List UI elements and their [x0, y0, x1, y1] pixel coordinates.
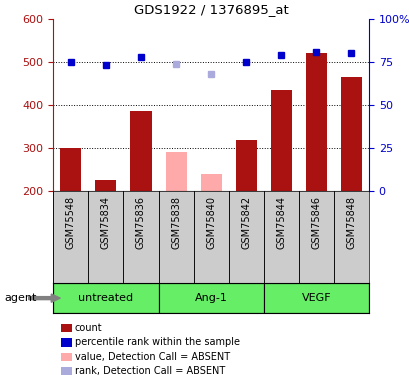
Bar	[95, 180, 116, 191]
Bar	[165, 152, 186, 191]
Text: GSM75846: GSM75846	[310, 196, 321, 249]
Text: value, Detection Call = ABSENT: value, Detection Call = ABSENT	[74, 352, 229, 362]
Text: VEGF: VEGF	[301, 293, 330, 303]
Bar	[270, 90, 291, 191]
Bar	[130, 111, 151, 191]
Text: GSM75548: GSM75548	[66, 196, 76, 249]
Bar	[340, 77, 361, 191]
Text: percentile rank within the sample: percentile rank within the sample	[74, 338, 239, 347]
Text: GSM75842: GSM75842	[240, 196, 251, 249]
Text: agent: agent	[4, 293, 36, 303]
Text: rank, Detection Call = ABSENT: rank, Detection Call = ABSENT	[74, 366, 224, 375]
Bar	[60, 148, 81, 191]
Text: GSM75834: GSM75834	[101, 196, 111, 249]
Bar	[263, 283, 368, 313]
Text: GSM75840: GSM75840	[206, 196, 216, 249]
Text: untreated: untreated	[78, 293, 133, 303]
Bar	[200, 174, 221, 191]
Text: GSM75848: GSM75848	[346, 196, 355, 249]
Bar	[53, 283, 158, 313]
Text: GSM75838: GSM75838	[171, 196, 181, 249]
Bar	[158, 283, 263, 313]
Text: Ang-1: Ang-1	[194, 293, 227, 303]
Text: GSM75844: GSM75844	[276, 196, 285, 249]
Bar	[305, 53, 326, 191]
Text: GSM75836: GSM75836	[136, 196, 146, 249]
Bar	[235, 140, 256, 191]
Title: GDS1922 / 1376895_at: GDS1922 / 1376895_at	[133, 3, 288, 16]
Text: count: count	[74, 323, 102, 333]
